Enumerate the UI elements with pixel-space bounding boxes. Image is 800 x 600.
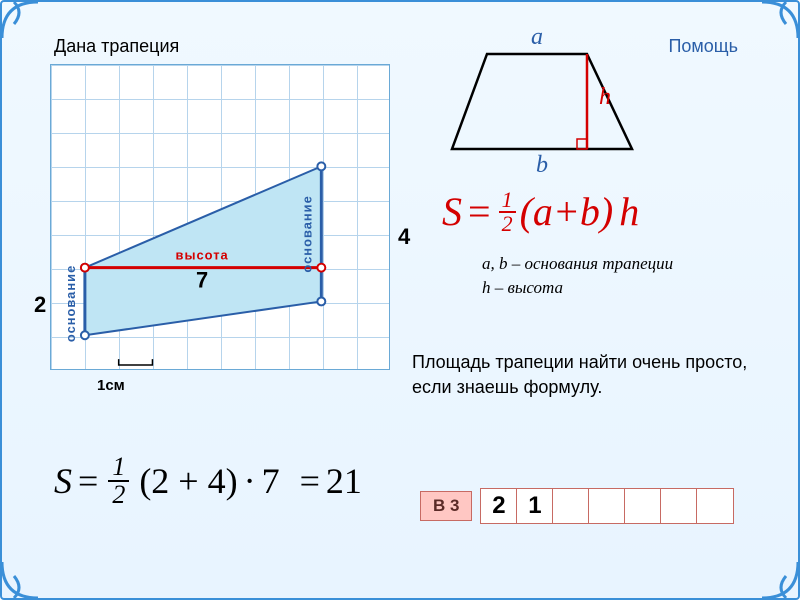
answer-cell[interactable]	[661, 489, 697, 523]
answer-tag-button[interactable]: В 3	[420, 491, 472, 521]
diagram-h-label: h	[599, 84, 611, 110]
formula-S: S	[442, 188, 462, 235]
calc-eq2: =	[300, 460, 320, 502]
formula-fraction: 1 2	[499, 189, 516, 235]
scale-label: 1см	[97, 377, 125, 394]
answer-row: В 3 2 1	[420, 488, 734, 524]
left-base-value: 2	[34, 292, 46, 318]
corner-br	[760, 560, 800, 600]
answer-cell[interactable]: 2	[481, 489, 517, 523]
calc-eq1: =	[78, 460, 98, 502]
area-formula: S = 1 2 (a+b) h	[442, 188, 639, 235]
corner-bl	[0, 560, 40, 600]
formula-h: h	[619, 188, 639, 235]
formula-body: (a+b)	[520, 188, 614, 235]
hint-text: Площадь трапеции найти очень просто, есл…	[412, 350, 772, 400]
grid-figure: высота 7 основание основание	[50, 64, 390, 370]
calc-dot: ·	[244, 460, 256, 502]
left-base-label: основание	[63, 265, 78, 342]
diagram-a-label: a	[531, 24, 543, 50]
corner-tr	[760, 0, 800, 40]
page-title: Дана трапеция	[54, 36, 179, 57]
answer-cells[interactable]: 2 1	[480, 488, 734, 524]
answer-cell[interactable]: 1	[517, 489, 553, 523]
legend-line1: a, b – основания трапеции	[482, 252, 673, 276]
answer-cell[interactable]	[553, 489, 589, 523]
calc-result: 21	[326, 460, 362, 502]
formula-legend: a, b – основания трапеции h – высота	[482, 252, 673, 300]
calc-fraction: 1 2	[108, 454, 129, 508]
calc-S: S	[54, 460, 72, 502]
answer-cell[interactable]	[589, 489, 625, 523]
diagram-b-label: b	[536, 152, 548, 174]
right-base-value: 4	[398, 224, 410, 250]
legend-line2: h – высота	[482, 276, 673, 300]
formula-eq: =	[468, 188, 491, 235]
calculation: S = 1 2 (2 + 4) · 7 = 21	[54, 454, 362, 508]
corner-tl	[0, 0, 40, 40]
height-value: 7	[196, 268, 208, 293]
answer-cell[interactable]	[625, 489, 661, 523]
reference-trapezoid: a h b	[437, 24, 687, 174]
answer-cell[interactable]	[697, 489, 733, 523]
calc-paren: (2 + 4)	[139, 460, 237, 502]
calc-seven: 7	[262, 460, 280, 502]
slide-frame: Дана трапеция Помощь высота 7 основание …	[0, 0, 800, 600]
trapezoid-svg: высота 7 основание основание	[51, 65, 389, 369]
height-label: высота	[176, 248, 229, 263]
right-base-label: основание	[299, 195, 314, 272]
